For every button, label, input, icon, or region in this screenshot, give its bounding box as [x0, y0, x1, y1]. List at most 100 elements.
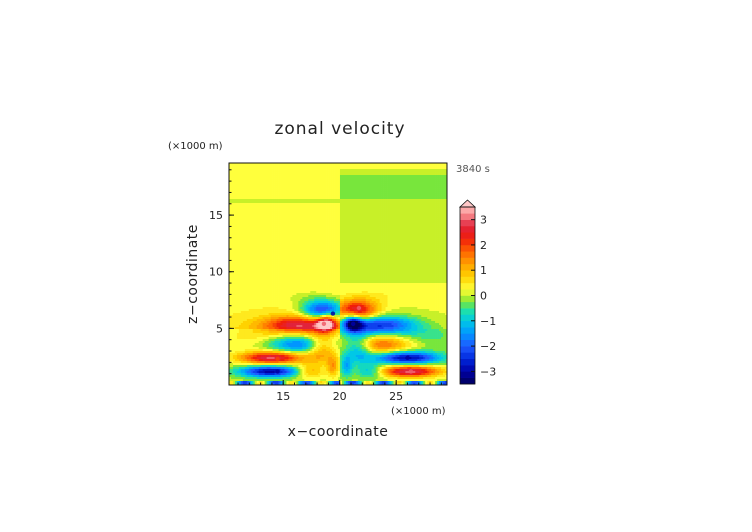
field-cell — [363, 229, 367, 232]
field-cell — [278, 213, 281, 216]
field-cell — [316, 199, 319, 202]
field-cell — [409, 207, 412, 210]
field-cell — [256, 175, 260, 178]
field-cell — [443, 213, 446, 216]
field-cell — [318, 189, 321, 192]
field-cell — [298, 189, 301, 192]
field-cell — [445, 193, 448, 196]
field-cell — [286, 169, 289, 172]
field-cell — [357, 165, 361, 168]
field-cell — [284, 221, 287, 224]
field-cell — [244, 251, 248, 254]
field-cell — [429, 251, 432, 254]
field-cell — [280, 183, 283, 186]
field-cell — [332, 205, 335, 208]
field-cell — [330, 209, 333, 212]
field-cell — [280, 215, 283, 218]
field-cell — [324, 185, 327, 188]
field-cell — [371, 169, 375, 172]
field-cell — [282, 211, 285, 214]
field-cell — [341, 193, 345, 196]
field-cell — [427, 181, 430, 184]
field-cell — [336, 221, 339, 224]
field-cell — [302, 221, 305, 224]
field-cell — [322, 217, 325, 220]
field-cell — [266, 177, 269, 180]
field-cell — [314, 165, 317, 168]
field-cell — [377, 169, 380, 172]
field-cell — [320, 245, 323, 248]
field-cell — [240, 193, 244, 196]
field-cell — [334, 189, 337, 192]
field-cell — [347, 167, 351, 170]
field-cell — [316, 185, 319, 188]
field-cell — [256, 195, 260, 198]
field-cell — [334, 217, 337, 220]
field-cell — [238, 215, 242, 218]
field-cell — [373, 171, 376, 174]
field-cell — [433, 195, 436, 198]
field-cell — [441, 171, 444, 174]
field-cell — [421, 209, 424, 212]
field-cell — [320, 181, 323, 184]
field-cell — [401, 209, 404, 212]
field-cell — [246, 189, 250, 192]
field-cell — [292, 171, 295, 174]
field-cell — [435, 197, 438, 200]
field-cell — [371, 199, 375, 202]
field-cell — [298, 235, 301, 238]
field-cell — [324, 181, 327, 184]
field-cell — [302, 193, 305, 196]
field-cell — [328, 199, 331, 202]
field-cell — [355, 183, 359, 186]
field-cell — [395, 177, 398, 180]
field-cell — [347, 193, 351, 196]
field-cell — [308, 177, 311, 180]
field-cell — [417, 181, 420, 184]
field-cell — [437, 207, 440, 210]
field-cell — [413, 173, 416, 176]
field-cell — [421, 219, 424, 222]
field-cell — [407, 205, 410, 208]
field-cell — [238, 211, 242, 214]
field-cell — [343, 219, 347, 222]
field-cell — [351, 181, 355, 184]
field-cell — [276, 175, 279, 178]
field-cell — [409, 195, 412, 198]
field-cell — [232, 173, 236, 176]
field-cell — [332, 207, 335, 210]
field-cell — [367, 173, 371, 176]
field-cell — [353, 165, 357, 168]
field-cell — [229, 173, 232, 176]
field-cell — [254, 203, 258, 206]
field-cell — [401, 179, 404, 182]
field-cell — [246, 197, 250, 200]
field-cell — [409, 179, 412, 182]
field-cell — [417, 173, 420, 176]
field-cell — [254, 191, 258, 194]
field-cell — [423, 191, 426, 194]
field-cell — [274, 205, 277, 208]
field-cell — [286, 183, 289, 186]
field-cell — [332, 203, 335, 206]
field-cell — [409, 189, 412, 192]
field-cell — [332, 185, 335, 188]
field-cell — [252, 207, 256, 210]
field-cell — [244, 217, 248, 220]
field-cell — [264, 203, 267, 206]
field-cell — [302, 171, 305, 174]
field-cell — [322, 163, 325, 166]
field-cell — [373, 177, 376, 180]
field-cell — [284, 187, 287, 190]
field-cell — [429, 193, 432, 196]
field-cell — [276, 249, 279, 252]
field-cell — [238, 221, 242, 224]
field-cell — [429, 183, 432, 186]
field-cell — [345, 193, 349, 196]
field-cell — [401, 175, 404, 178]
field-cell — [284, 167, 287, 170]
field-cell — [343, 213, 347, 216]
field-cell — [238, 205, 242, 208]
field-cell — [292, 179, 295, 182]
field-cell — [310, 203, 313, 206]
